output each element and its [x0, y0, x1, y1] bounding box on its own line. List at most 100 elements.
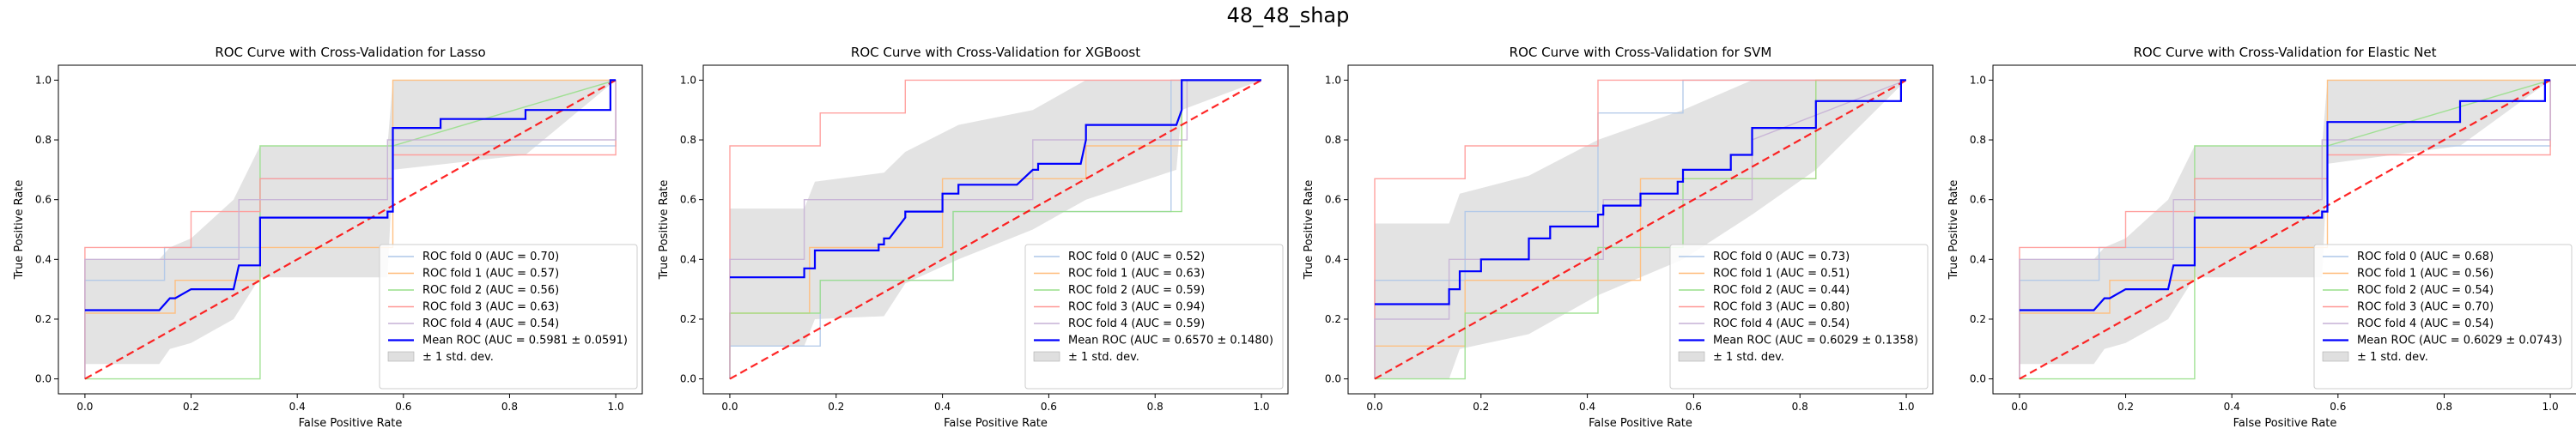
std-band	[730, 80, 1261, 347]
x-tick-label: 0.0	[1366, 401, 1382, 413]
x-tick-label: 1.0	[1898, 401, 1914, 413]
std-band	[2019, 80, 2551, 365]
legend: ROC fold 0 (AUC = 0.52) ROC fold 1 (AUC =…	[1024, 244, 1284, 390]
x-axis-label: False Positive Rate	[944, 417, 1048, 429]
y-tick-label: 1.0	[680, 74, 696, 86]
y-tick-label: 0.4	[1970, 253, 1986, 265]
roc-fold-3-line	[729, 79, 1261, 379]
legend-box	[1024, 244, 1284, 390]
y-axis-label: True Positive Rate	[1947, 180, 1960, 281]
y-tick-label: 0.0	[1970, 373, 1986, 385]
legend-entry: ROC fold 3 (AUC = 0.63)	[422, 301, 559, 314]
y-tick-label: 0.6	[680, 194, 696, 206]
mean-roc-line	[730, 79, 1261, 279]
legend-entry: ROC fold 1 (AUC = 0.63)	[1068, 268, 1205, 281]
x-axis-label: False Positive Rate	[2233, 417, 2337, 429]
plot-area-2	[1374, 79, 1907, 380]
legend: ROC fold 0 (AUC = 0.70) ROC fold 1 (AUC =…	[379, 244, 638, 390]
roc-panel-0: 0.0 0.2 0.4 0.6 0.8 1.0 0.0 0.2 0.4 0.6 0.8 1.0 ROC …	[13, 45, 643, 429]
legend-entry: ROC fold 4 (AUC = 0.59)	[1068, 317, 1205, 330]
legend-entry: ROC fold 2 (AUC = 0.56)	[422, 284, 559, 297]
x-axis-label: False Positive Rate	[1589, 417, 1692, 429]
legend-box	[2313, 244, 2573, 390]
roc-fold-4-line	[729, 79, 1261, 379]
legend-entry: Mean ROC (AUC = 0.6029 ± 0.1358)	[1713, 335, 1918, 347]
legend-entry: ± 1 std. dev.	[422, 351, 494, 364]
x-tick-label: 0.4	[1579, 401, 1595, 413]
y-tick-label: 0.6	[1970, 194, 1986, 206]
x-tick-label: 0.8	[2436, 401, 2452, 413]
legend-entry: ROC fold 0 (AUC = 0.52)	[1068, 251, 1205, 263]
mean-roc-line	[1375, 79, 1906, 305]
roc-fold-4-line	[1374, 79, 1907, 379]
roc-fold-2-line	[2019, 79, 2551, 380]
x-tick-label: 0.0	[721, 401, 738, 413]
legend-entry: ROC fold 2 (AUC = 0.54)	[2357, 284, 2494, 297]
figure-title: 48_48_shap	[1226, 3, 1350, 27]
y-axis-label: True Positive Rate	[658, 180, 671, 281]
legend-entry: Mean ROC (AUC = 0.6570 ± 0.1480)	[1068, 335, 1273, 347]
x-tick-label: 0.2	[2117, 401, 2134, 413]
y-axis-label: True Positive Rate	[1303, 180, 1315, 281]
y-tick-label: 0.8	[35, 134, 52, 146]
y-tick-label: 1.0	[1325, 74, 1341, 86]
legend-swatch	[2322, 351, 2349, 362]
axes-frame	[1992, 64, 2576, 395]
y-tick-label: 0.8	[1325, 134, 1341, 146]
x-tick-label: 0.6	[2330, 401, 2346, 413]
x-tick-label: 0.6	[395, 401, 411, 413]
x-axis-label: False Positive Rate	[299, 417, 403, 429]
legend-entry: ROC fold 2 (AUC = 0.59)	[1068, 284, 1205, 297]
legend-entry: ROC fold 1 (AUC = 0.57)	[422, 268, 559, 281]
roc-fold-4-line	[84, 80, 617, 379]
legend-entry: ± 1 std. dev.	[1713, 351, 1784, 364]
legend: ROC fold 0 (AUC = 0.73) ROC fold 1 (AUC =…	[1669, 244, 1929, 390]
x-tick-label: 0.4	[2224, 401, 2240, 413]
axes-frame	[702, 64, 1289, 395]
roc-fold-2-line	[84, 79, 617, 380]
chance-line	[729, 79, 1262, 380]
legend-entry: ROC fold 3 (AUC = 0.94)	[1068, 301, 1205, 314]
x-tick-label: 1.0	[2543, 401, 2559, 413]
legend-entry: ROC fold 4 (AUC = 0.54)	[1713, 317, 1850, 330]
legend-swatch	[1678, 351, 1705, 362]
y-tick-label: 1.0	[1970, 74, 1986, 86]
panel-title: ROC Curve with Cross-Validation for XGBo…	[851, 45, 1140, 60]
plot-area-3	[2019, 79, 2551, 380]
x-tick-label: 0.0	[2011, 401, 2027, 413]
legend-entry: ± 1 std. dev.	[1068, 351, 1139, 364]
axes-frame	[58, 64, 643, 395]
chance-line	[1374, 79, 1907, 380]
std-band	[84, 80, 617, 365]
roc-fold-0-line	[1374, 79, 1906, 379]
x-tick-label: 1.0	[1253, 401, 1269, 413]
legend-entry: ROC fold 2 (AUC = 0.44)	[1713, 284, 1850, 297]
legend-entry: ROC fold 1 (AUC = 0.56)	[2357, 268, 2494, 281]
legend-entry: ± 1 std. dev.	[2357, 351, 2428, 364]
panel-title: ROC Curve with Cross-Validation for SVM	[1510, 45, 1772, 60]
x-tick-label: 0.2	[828, 401, 844, 413]
legend-box	[1669, 244, 1929, 390]
y-tick-label: 0.4	[35, 253, 52, 265]
legend-entry: Mean ROC (AUC = 0.6029 ± 0.0743)	[2357, 335, 2562, 347]
y-tick-label: 0.8	[680, 134, 696, 146]
y-tick-label: 0.2	[35, 313, 52, 325]
legend-entry: ROC fold 3 (AUC = 0.80)	[1713, 301, 1850, 314]
legend-box	[379, 244, 638, 390]
y-tick-label: 0.6	[1325, 194, 1341, 206]
legend-entry: Mean ROC (AUC = 0.5981 ± 0.0591)	[422, 335, 628, 347]
y-tick-label: 0.0	[1325, 373, 1341, 385]
roc-fold-4-line	[2019, 80, 2551, 379]
x-tick-label: 0.8	[1792, 401, 1808, 413]
legend-entry: ROC fold 0 (AUC = 0.73)	[1713, 251, 1850, 263]
roc-fold-2-line	[1375, 79, 1906, 380]
x-tick-label: 0.2	[1473, 401, 1489, 413]
panel-title: ROC Curve with Cross-Validation for Elas…	[2133, 45, 2436, 60]
legend-swatch	[387, 351, 415, 362]
y-tick-label: 0.2	[1970, 313, 1986, 325]
legend-entry: ROC fold 0 (AUC = 0.68)	[2357, 251, 2494, 263]
x-tick-label: 0.2	[183, 401, 199, 413]
x-tick-label: 0.4	[934, 401, 951, 413]
y-tick-label: 0.4	[1325, 253, 1341, 265]
